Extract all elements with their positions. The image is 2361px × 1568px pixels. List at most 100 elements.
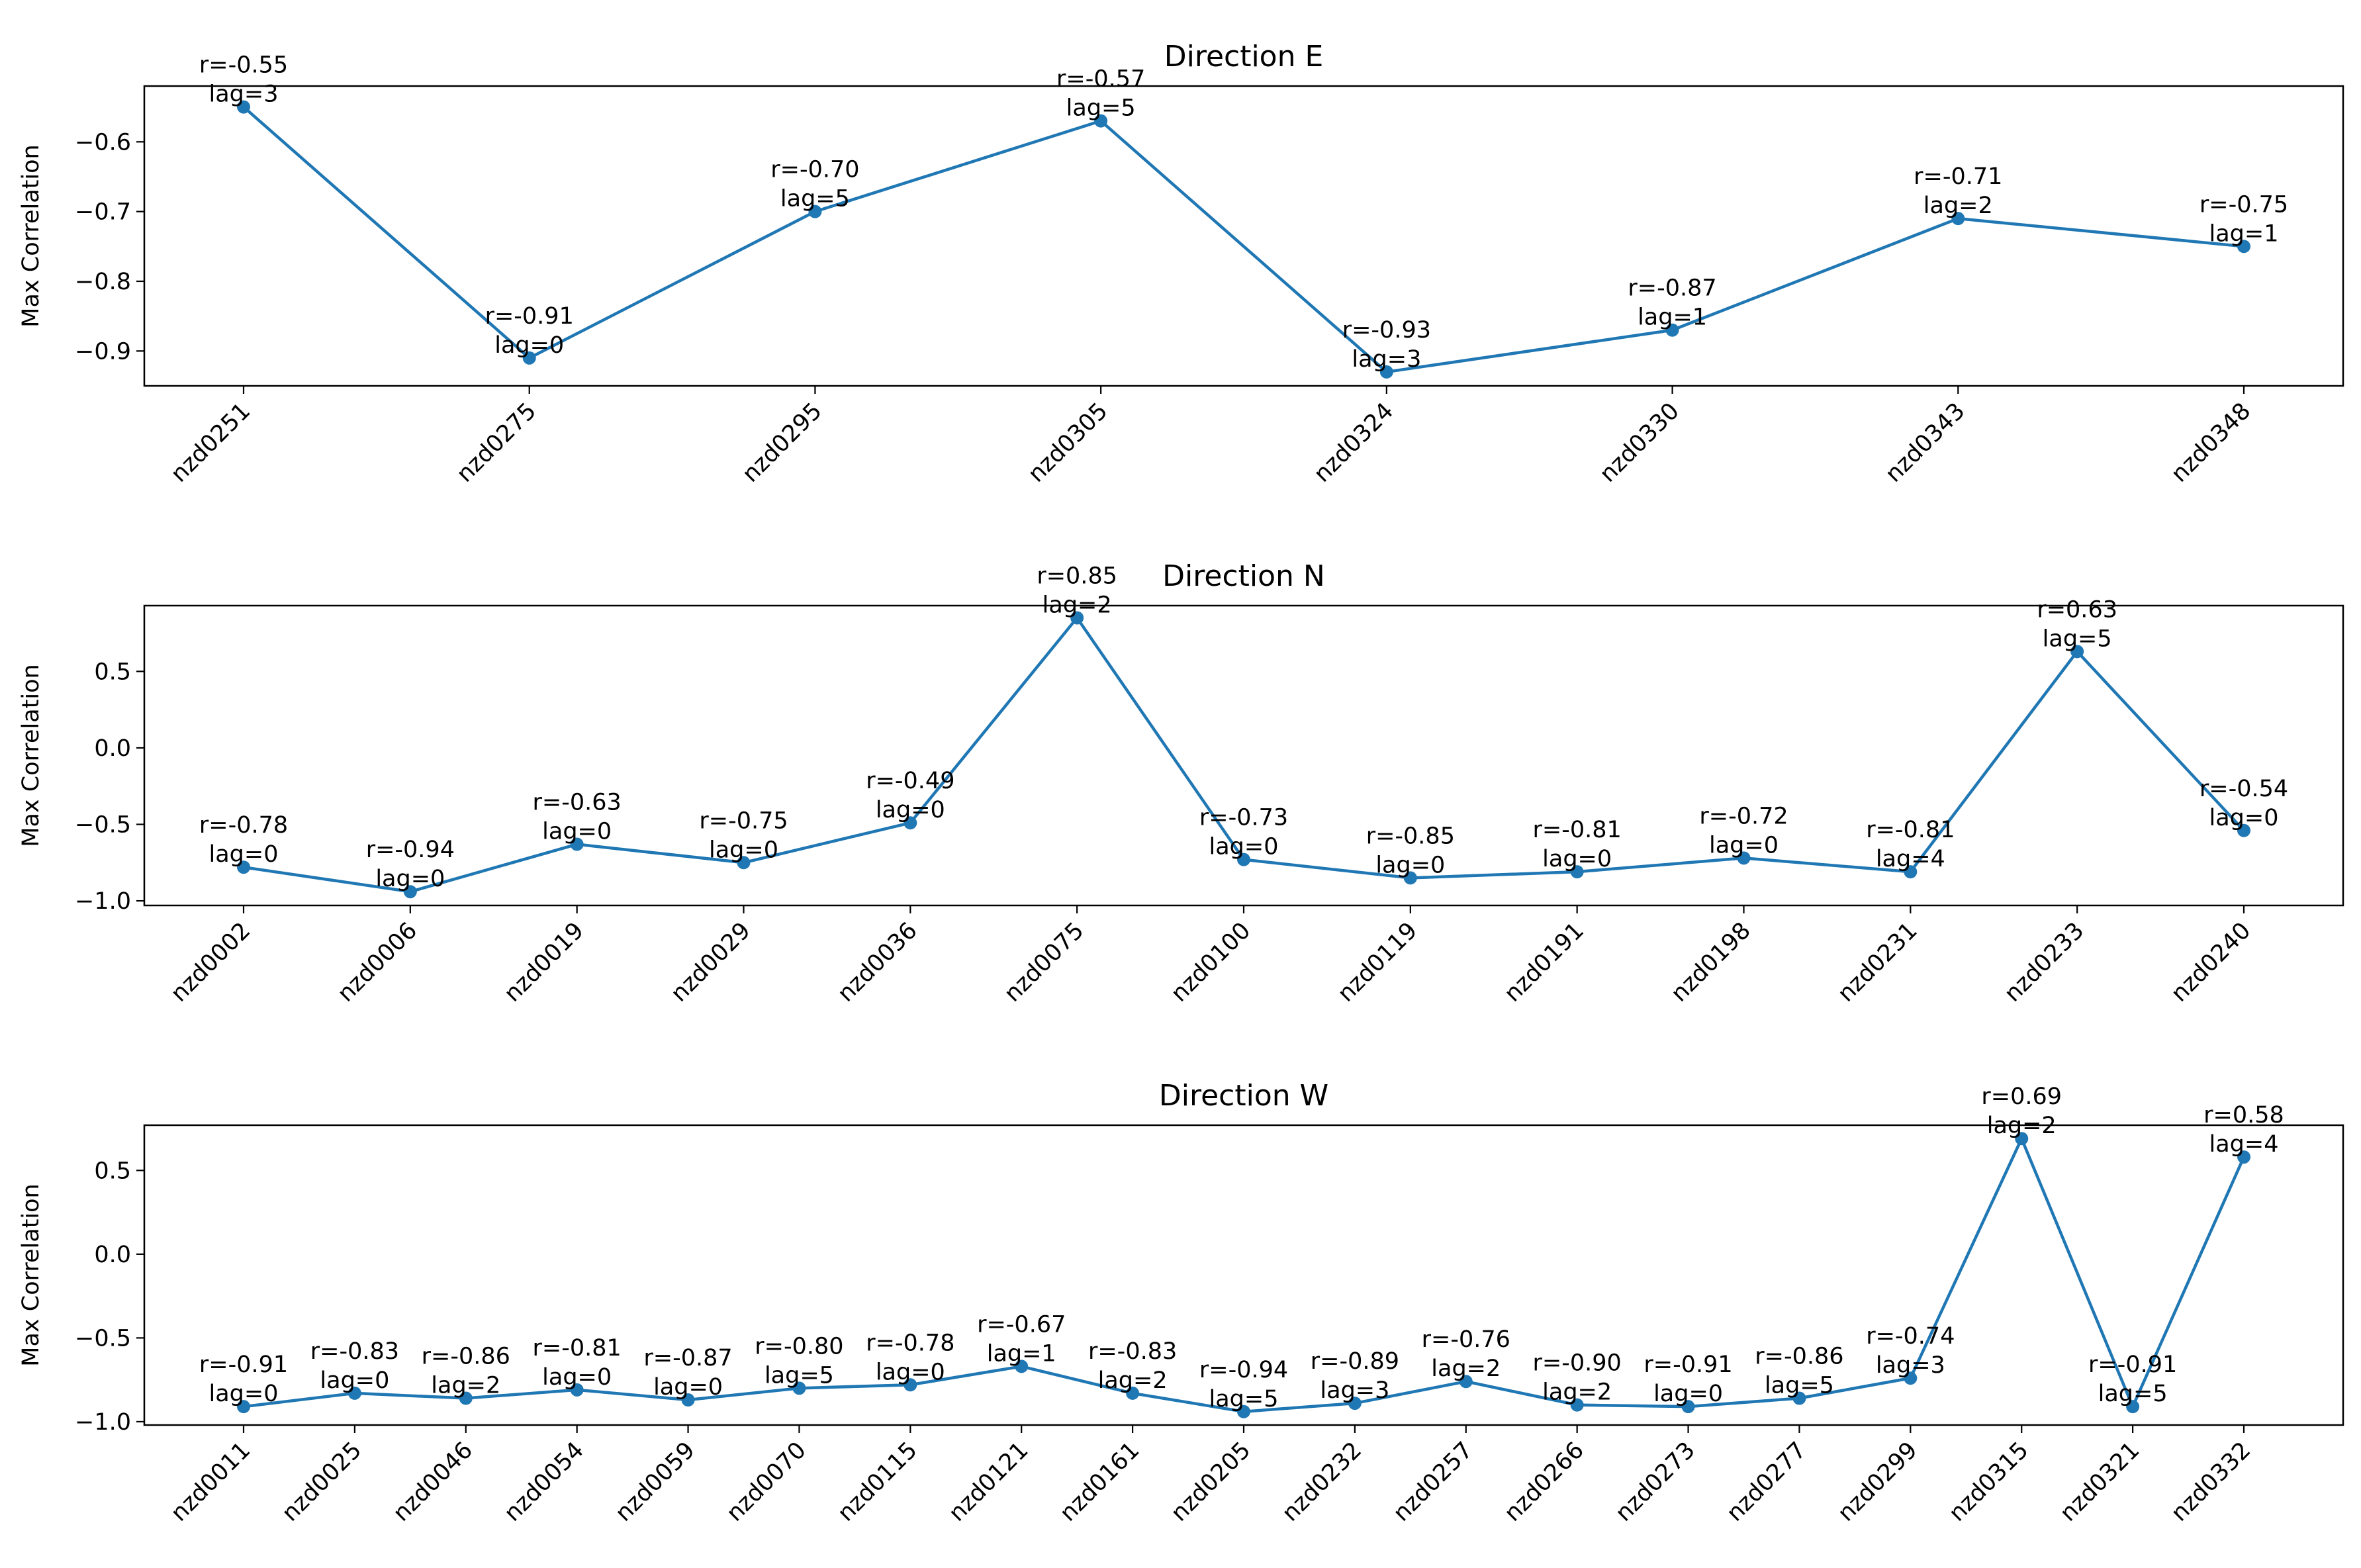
data-point: [1459, 1375, 1473, 1389]
data-point: [403, 885, 417, 899]
annotation-r: r=-0.93: [1342, 317, 1431, 344]
annotation-lag: lag=4: [2209, 1131, 2279, 1158]
data-point: [1570, 1398, 1584, 1412]
annotation-r: r=-0.83: [310, 1338, 399, 1365]
data-point: [1094, 114, 1108, 128]
annotation-lag: lag=5: [1765, 1373, 1834, 1399]
plot-frame: [143, 1124, 2344, 1426]
annotation-lag: lag=0: [542, 819, 612, 845]
data-point: [237, 1400, 250, 1414]
annotation-r: r=-0.87: [1628, 275, 1716, 302]
annotation-r: r=0.85: [1037, 563, 1117, 589]
annotation-lag: lag=5: [2098, 1381, 2168, 1407]
annotation-lag: lag=0: [1542, 846, 1612, 872]
annotation-lag: lag=0: [1653, 1381, 1723, 1407]
annotation-r: r=-0.90: [1533, 1350, 1622, 1377]
y-axis-label: Max Correlation: [18, 1183, 44, 1366]
y-tick-label: 0.0: [94, 1242, 131, 1268]
data-point: [1379, 365, 1393, 379]
data-point: [1015, 1360, 1029, 1373]
annotation-lag: lag=3: [1352, 346, 1421, 373]
data-point: [570, 1383, 584, 1397]
y-tick-label: 0.0: [94, 735, 131, 762]
y-tick-label: 0.5: [94, 1158, 131, 1184]
annotation-lag: lag=0: [320, 1367, 389, 1394]
annotation-lag: lag=2: [431, 1373, 500, 1399]
annotation-lag: lag=5: [1066, 95, 1136, 122]
annotation-lag: lag=0: [876, 797, 945, 823]
data-point: [522, 351, 536, 365]
annotation-lag: lag=2: [1542, 1379, 1612, 1406]
data-point: [1904, 865, 1918, 879]
series-line: [242, 105, 2245, 374]
y-tick-label: 0.5: [94, 659, 131, 685]
annotation-r: r=-0.89: [1311, 1348, 1399, 1375]
data-point: [737, 856, 751, 870]
annotation-lag: lag=4: [1876, 846, 1945, 872]
annotation-r: r=-0.81: [1866, 817, 1955, 843]
data-point: [792, 1381, 806, 1395]
annotation-r: r=-0.78: [866, 1330, 954, 1356]
annotation-lag: lag=0: [1375, 852, 1445, 878]
annotation-r: r=-0.91: [485, 303, 574, 330]
annotation-r: r=-0.91: [199, 1352, 288, 1378]
data-point: [2237, 1150, 2250, 1164]
data-point: [1126, 1386, 1140, 1400]
annotation-r: r=-0.81: [1533, 817, 1622, 843]
data-point: [2237, 823, 2250, 837]
plot-frame: [143, 85, 2344, 387]
data-point: [903, 816, 917, 830]
y-axis-label: Max Correlation: [18, 144, 44, 327]
data-point: [681, 1393, 695, 1407]
annotation-r: r=-0.71: [1914, 163, 2002, 190]
annotation-r: r=-0.86: [422, 1344, 510, 1370]
annotation-r: r=-0.91: [2088, 1352, 2177, 1378]
annotation-r: r=-0.54: [2199, 776, 2288, 802]
data-point: [1348, 1397, 1362, 1410]
panel-title: Direction N: [1162, 559, 1325, 593]
data-point: [1403, 871, 1417, 885]
annotation-lag: lag=2: [1431, 1356, 1501, 1382]
annotation-r: r=-0.81: [533, 1335, 622, 1361]
data-point: [2015, 1132, 2029, 1146]
y-tick-label: −0.6: [75, 129, 131, 156]
data-point: [2070, 645, 2084, 659]
annotation-r: r=-0.78: [199, 812, 288, 839]
panel-title: Direction E: [1164, 40, 1324, 73]
y-tick-label: −1.0: [75, 1409, 131, 1436]
data-point: [570, 837, 584, 851]
annotation-r: r=-0.75: [2199, 191, 2288, 218]
annotation-r: r=-0.86: [1755, 1344, 1843, 1370]
data-point: [1951, 212, 1965, 226]
data-point: [1904, 1371, 1918, 1385]
annotation-lag: lag=0: [209, 841, 279, 868]
annotation-r: r=-0.94: [366, 837, 455, 863]
data-point: [2126, 1400, 2140, 1414]
data-point: [903, 1378, 917, 1392]
annotation-r: r=-0.49: [866, 768, 954, 794]
annotation-lag: lag=5: [780, 186, 850, 212]
annotation-lag: lag=0: [1709, 832, 1779, 858]
annotation-lag: lag=2: [1923, 193, 1993, 219]
data-point: [237, 100, 250, 114]
data-point: [1070, 611, 1084, 625]
annotation-lag: lag=0: [653, 1374, 723, 1401]
data-point: [1665, 323, 1679, 337]
annotation-lag: lag=5: [2043, 625, 2112, 652]
annotation-r: r=-0.63: [533, 790, 622, 816]
data-point: [459, 1391, 473, 1405]
annotation-r: r=0.58: [2203, 1102, 2284, 1129]
data-point: [1792, 1391, 1806, 1405]
annotation-r: r=-0.55: [199, 52, 288, 79]
y-tick-label: −0.9: [75, 338, 131, 365]
annotation-r: r=-0.74: [1866, 1323, 1955, 1350]
annotation-lag: lag=3: [1320, 1377, 1389, 1404]
annotation-r: r=0.63: [2037, 596, 2117, 623]
annotation-lag: lag=0: [209, 1381, 279, 1407]
y-tick-label: −1.0: [75, 888, 131, 915]
annotation-r: r=-0.91: [1643, 1352, 1732, 1378]
data-point: [2237, 240, 2250, 254]
y-tick-label: −0.5: [75, 812, 131, 839]
